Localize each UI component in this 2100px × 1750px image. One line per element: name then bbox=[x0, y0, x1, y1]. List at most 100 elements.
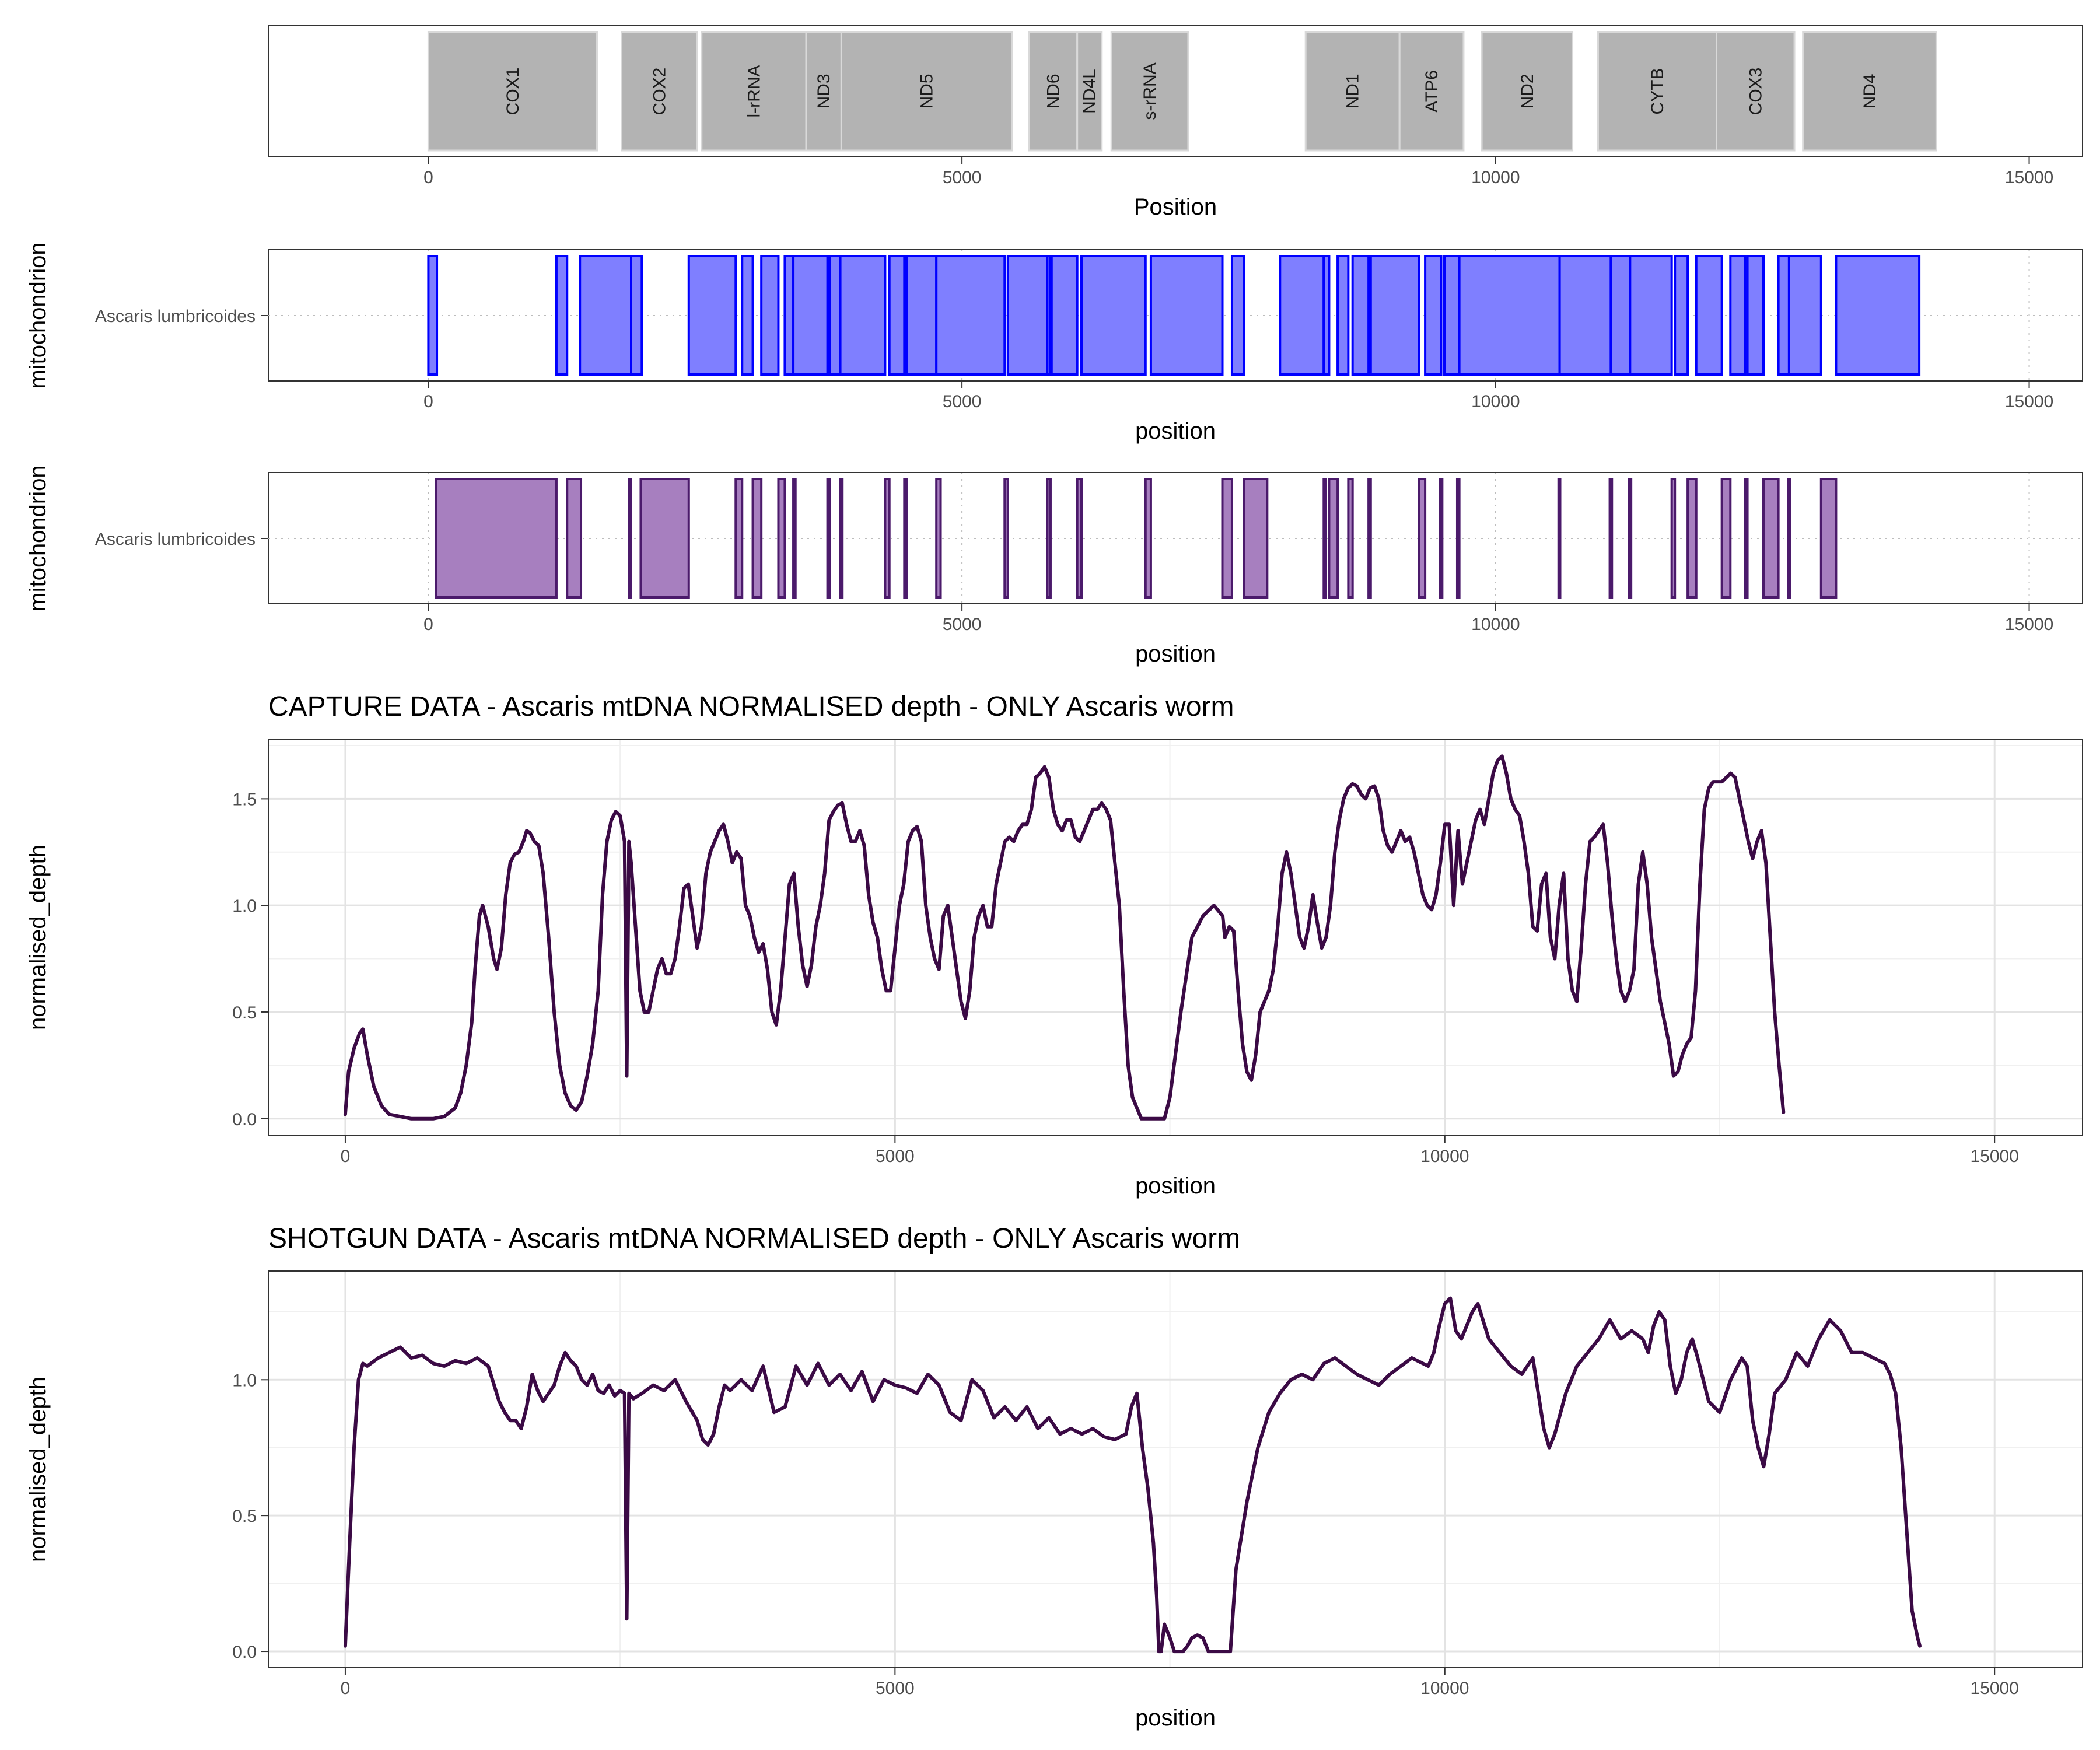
purple-interval-bar bbox=[884, 478, 891, 598]
blue-interval-bar bbox=[1149, 255, 1224, 376]
purple-interval-bar bbox=[935, 478, 942, 598]
gene-label: s-rRNA bbox=[1140, 62, 1160, 120]
blue-interval-bar bbox=[839, 255, 887, 376]
shotgun-depth-frame bbox=[268, 1270, 2083, 1668]
gene-label: l-rRNA bbox=[744, 65, 764, 118]
purple-interval-bar bbox=[1744, 478, 1749, 598]
blue-interval-bar bbox=[1787, 255, 1822, 376]
shotgun-depth-line bbox=[343, 1296, 1922, 1654]
gene-block bbox=[1802, 31, 1937, 152]
gene-label: ND5 bbox=[918, 74, 937, 108]
gene-block bbox=[1076, 31, 1103, 152]
purple-interval-x-tick-label: 5000 bbox=[943, 615, 982, 634]
blue-interval-panel: 0 5000 10000 15000 Ascaris lumbricoides mit… bbox=[25, 242, 2083, 444]
purple-interval-bar bbox=[1628, 478, 1633, 598]
purple-interval-bar bbox=[777, 478, 786, 598]
purple-interval-y-axis-title: mitochondrion bbox=[25, 465, 51, 611]
gene-label: ND2 bbox=[1518, 74, 1537, 108]
gene-block bbox=[1597, 31, 1718, 152]
capture-depth-x-axis-title: position bbox=[1135, 1173, 1216, 1199]
blue-interval-bar bbox=[1424, 255, 1443, 376]
purple-interval-x-tick-label: 15000 bbox=[2005, 615, 2053, 634]
gene-label: ND4L bbox=[1080, 69, 1100, 114]
blue-interval-bar bbox=[1080, 255, 1147, 376]
blue-interval-x-axis-title: position bbox=[1135, 418, 1216, 444]
capture-depth-x-tick-label: 10000 bbox=[1420, 1147, 1469, 1166]
blue-interval-bar bbox=[741, 255, 754, 376]
gene-block bbox=[701, 31, 807, 152]
blue-interval-bar bbox=[630, 255, 643, 376]
purple-interval-bar bbox=[1819, 478, 1838, 598]
blue-interval-bar bbox=[888, 255, 906, 376]
shotgun-depth-title: SHOTGUN DATA - Ascaris mtDNA NORMALISED … bbox=[268, 1223, 1240, 1254]
shotgun-depth-x-ticks: 0 5000 10000 15000 bbox=[341, 1668, 2019, 1698]
gene-label: ND3 bbox=[814, 74, 834, 108]
purple-interval-bar bbox=[1608, 478, 1614, 598]
purple-interval-bar bbox=[1328, 478, 1339, 598]
gene-block bbox=[1716, 31, 1796, 152]
shotgun-depth-y-tick-label: 0.0 bbox=[232, 1643, 257, 1662]
gene-map-marks: COX1 COX2 l-rRNA ND3 ND5 ND6 ND4L s-rRNA ND1 ATP6… bbox=[427, 31, 1937, 152]
purple-interval-bar bbox=[734, 478, 744, 598]
shotgun-depth-x-tick-label: 10000 bbox=[1420, 1679, 1469, 1698]
capture-depth-y-axis-title: normalised_depth bbox=[25, 845, 51, 1030]
blue-interval-bar bbox=[1558, 255, 1612, 376]
shotgun-depth-y-axis-title: normalised_depth bbox=[25, 1377, 51, 1562]
capture-depth-x-ticks: 0 5000 10000 15000 bbox=[341, 1136, 2019, 1166]
purple-interval-bar bbox=[1003, 478, 1009, 598]
purple-interval-bar bbox=[1242, 478, 1269, 598]
blue-interval-x-tick-label: 0 bbox=[424, 392, 433, 411]
purple-interval-bar bbox=[1720, 478, 1732, 598]
purple-interval-bar bbox=[628, 478, 632, 598]
gene-label: COX1 bbox=[503, 68, 523, 116]
shotgun-depth-panel: SHOTGUN DATA - Ascaris mtDNA NORMALISED … bbox=[25, 1223, 2083, 1731]
blue-interval-bar bbox=[1674, 255, 1689, 376]
gene-block bbox=[1110, 31, 1189, 152]
blue-interval-x-tick-label: 5000 bbox=[943, 392, 982, 411]
purple-interval-bar bbox=[1455, 478, 1461, 598]
blue-interval-bar bbox=[1046, 255, 1052, 376]
gene-map-x-tick-label: 0 bbox=[424, 168, 433, 187]
purple-interval-bar bbox=[566, 478, 583, 598]
capture-depth-frame bbox=[268, 738, 2083, 1136]
blue-interval-bar bbox=[1279, 255, 1325, 376]
blue-interval-bar bbox=[1369, 255, 1420, 376]
blue-interval-bar bbox=[935, 255, 1006, 376]
purple-interval-marks bbox=[435, 478, 1838, 598]
purple-interval-category-label: Ascaris lumbricoides bbox=[95, 530, 256, 549]
capture-depth-y-tick-label: 1.5 bbox=[232, 790, 257, 809]
gene-label: ND6 bbox=[1044, 74, 1063, 108]
blue-interval-bar bbox=[1322, 255, 1331, 376]
blue-interval-bar bbox=[1230, 255, 1245, 376]
gene-map-x-axis-title: Position bbox=[1134, 194, 1217, 220]
purple-interval-bar bbox=[1686, 478, 1698, 598]
purple-interval-bar bbox=[1046, 478, 1052, 598]
shotgun-depth-y-ticks: 0.0 0.5 1.0 bbox=[232, 1371, 268, 1662]
purple-interval-panel: 0 5000 10000 15000 Ascaris lumbricoides mit… bbox=[25, 465, 2083, 667]
gene-label: ATP6 bbox=[1422, 70, 1441, 113]
blue-interval-bar bbox=[1695, 255, 1723, 376]
blue-interval-bar bbox=[760, 255, 780, 376]
gene-map-x-ticks: 0 5000 10000 15000 bbox=[424, 157, 2053, 187]
gene-label: ND1 bbox=[1343, 74, 1363, 108]
capture-depth-panel: CAPTURE DATA - Ascaris mtDNA NORMALISED … bbox=[25, 691, 2083, 1199]
blue-interval-x-tick-label: 15000 bbox=[2005, 392, 2053, 411]
blue-interval-bar bbox=[687, 255, 737, 376]
shotgun-depth-x-tick-label: 15000 bbox=[1970, 1679, 2018, 1698]
blue-interval-bar bbox=[1351, 255, 1370, 376]
gene-map-x-tick-label: 5000 bbox=[943, 168, 982, 187]
capture-depth-x-tick-label: 0 bbox=[341, 1147, 351, 1166]
purple-interval-bar bbox=[1144, 478, 1152, 598]
capture-depth-y-tick-label: 0.0 bbox=[232, 1110, 257, 1129]
blue-interval-bar bbox=[828, 255, 842, 376]
gene-map-panel: COX1 COX2 l-rRNA ND3 ND5 ND6 ND4L s-rRNA ND1 ATP6… bbox=[268, 25, 2083, 220]
blue-interval-bar bbox=[783, 255, 795, 376]
gene-map-x-tick-label: 10000 bbox=[1471, 168, 1520, 187]
purple-interval-x-axis-title: position bbox=[1135, 641, 1216, 667]
gene-block bbox=[1398, 31, 1465, 152]
purple-interval-bar bbox=[751, 478, 763, 598]
shotgun-depth-x-tick-label: 5000 bbox=[876, 1679, 915, 1698]
capture-depth-title: CAPTURE DATA - Ascaris mtDNA NORMALISED … bbox=[268, 691, 1234, 722]
blue-interval-x-ticks: 0 5000 10000 15000 bbox=[424, 381, 2053, 411]
blue-interval-bar bbox=[792, 255, 829, 376]
